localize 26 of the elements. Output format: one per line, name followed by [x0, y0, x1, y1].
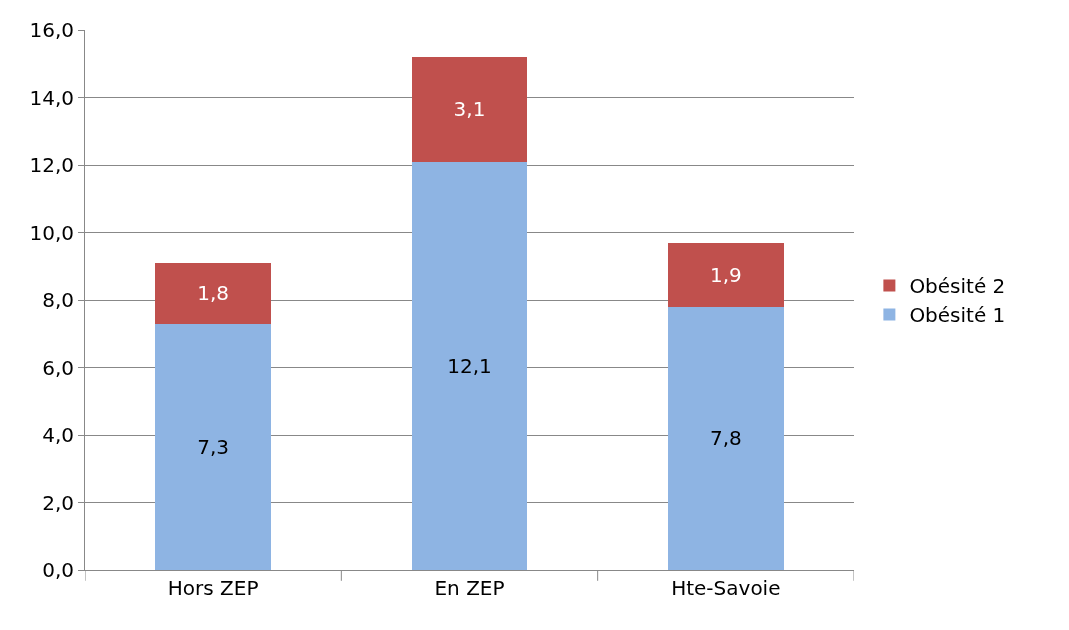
x-tick-label: En ZEP	[434, 576, 505, 600]
y-tick-label: 10,0	[29, 220, 74, 245]
y-tick-label: 12,0	[29, 153, 74, 177]
y-tick-label: 6,0	[42, 355, 74, 380]
bar	[411, 57, 528, 162]
y-tick-label: 8,0	[42, 288, 74, 312]
data-label: 7,3	[197, 434, 230, 459]
data-label: 1,8	[197, 281, 230, 306]
data-label: 7,8	[709, 426, 742, 451]
bar	[155, 262, 271, 324]
legend-label: Obésité 1	[909, 303, 1006, 328]
data-label: 3,1	[453, 97, 486, 122]
legend-label: Obésité 2	[909, 274, 1006, 299]
x-tick-label: Hte-Savoie	[671, 576, 781, 600]
y-tick-label: 2,0	[42, 490, 74, 515]
data-label: 12,1	[447, 353, 492, 378]
y-tick-label: 4,0	[42, 423, 74, 447]
bar	[668, 242, 784, 307]
y-tick-label: 0,0	[42, 558, 74, 582]
data-label: 1,9	[709, 262, 742, 287]
x-tick-label: Hors ZEP	[167, 576, 259, 600]
bar	[411, 161, 528, 570]
y-tick-label: 16,0	[29, 18, 74, 42]
bar	[668, 306, 784, 570]
bar	[155, 323, 271, 570]
y-tick-label: 14,0	[29, 85, 74, 110]
